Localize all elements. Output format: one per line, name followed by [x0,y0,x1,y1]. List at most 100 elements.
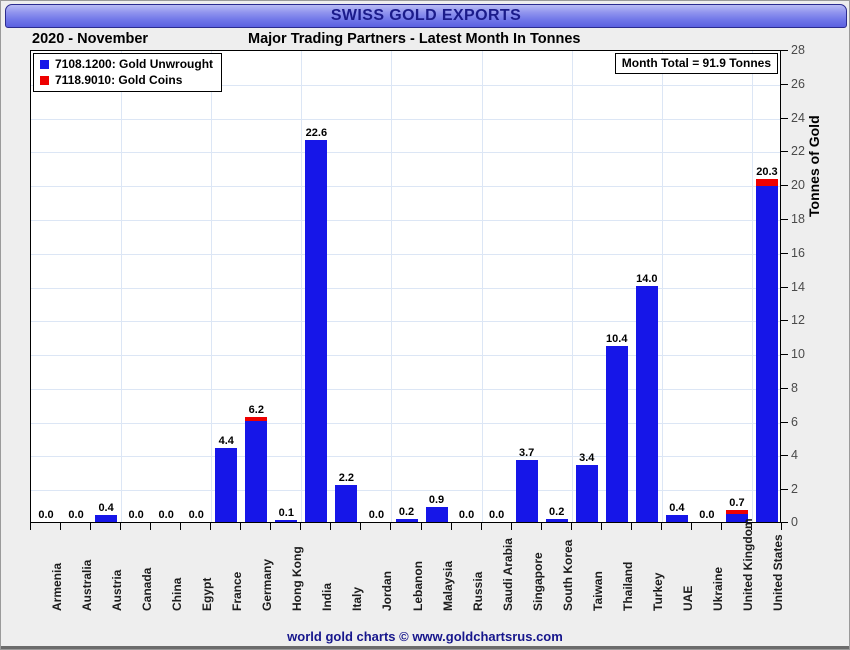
bar-stack [755,179,778,522]
x-axis-tick-label: Germany [260,558,275,611]
bar-segment-gold-unwrought [545,518,568,522]
bar-group[interactable]: 0.0 [65,509,87,522]
bar-group[interactable]: 0.0 [35,509,57,522]
bar-group[interactable]: 0.4 [95,502,118,522]
bar-group[interactable]: 0.0 [365,509,387,522]
gridline-horizontal [31,490,780,492]
bar-stack [245,417,268,522]
x-axis-tick [721,523,722,530]
bar-group[interactable]: 4.4 [215,435,238,522]
gridline-horizontal [31,422,780,424]
gridline-vertical [572,51,573,522]
x-axis-tick [781,523,782,530]
x-axis-tick-label: South Korea [560,539,575,611]
bar-value-label: 0.7 [729,497,745,510]
bar-value-label: 0.2 [549,505,565,518]
bar-value-label: 22.6 [305,127,328,140]
bar-value-label: 3.4 [579,451,595,464]
gridline-vertical [391,51,392,522]
bar-group[interactable]: 0.9 [425,493,448,522]
bar-stack [425,506,448,522]
bar-group[interactable]: 22.6 [305,127,328,522]
bar-group[interactable]: 0.0 [696,509,718,522]
chart-subtitle: Major Trading Partners - Latest Month In… [248,31,581,47]
bar-stack [545,518,568,522]
bar-group[interactable]: 3.7 [515,447,538,522]
bar-value-label: 0.9 [428,493,445,506]
bar-group[interactable]: 0.2 [395,505,418,522]
gridline-horizontal [31,287,780,289]
gridline-horizontal [31,84,780,86]
bar-group[interactable]: 0.0 [125,509,147,522]
y-axis-tick-label: 26 [791,76,805,91]
x-axis-tick [421,523,422,530]
x-axis-tick-label: Italy [350,586,365,611]
bar-value-label: 0.4 [98,502,114,515]
gridline-vertical [301,51,302,522]
gridline-horizontal [31,456,780,458]
bar-segment-gold-coins [725,510,748,514]
bar-group[interactable]: 0.2 [545,505,568,522]
legend-swatch-coins-icon [40,75,49,85]
bar-stack [725,510,748,522]
plot-area: 0.0 0.0 0.4 0.0 0.0 0.0 4.4 6.2 0.1 22.6 2.2 0.0 0.2… [30,50,781,523]
bottom-rule [1,646,849,649]
bar-value-label: 0.0 [368,509,385,521]
gridline-horizontal [31,219,780,221]
bar-group[interactable]: 0.0 [155,509,177,522]
bar-value-label: 6.2 [248,404,264,417]
x-axis-tick [631,523,632,530]
y-axis-tick [781,218,788,220]
legend-label-unwrought: 7108.1200: Gold Unwrought [55,57,214,71]
x-axis-tick [601,523,602,530]
x-axis-tick [390,523,391,530]
bar-stack [395,518,418,522]
x-axis-tick [541,523,542,530]
bar-segment-gold-unwrought [305,140,328,522]
x-axis-tick-label: Russia [470,571,485,611]
y-axis-tick [781,455,788,457]
bar-stack [515,459,538,522]
bar-group[interactable]: 0.0 [486,509,508,522]
x-axis-tick-label: India [320,582,335,611]
bar-value-label: 0.2 [398,505,415,518]
bar-stack [305,140,328,522]
x-axis-tick-label: Saudi Arabia [500,538,515,611]
y-axis-tick [781,185,788,187]
bar-group[interactable]: 2.2 [335,471,358,522]
bar-stack [215,447,238,522]
y-axis-tick-label: 4 [791,448,798,463]
gridlines [31,51,780,522]
x-axis-tick-label: Canada [140,567,155,611]
y-axis-tick-label: 16 [791,245,805,260]
bar-group[interactable]: 20.3 [755,166,778,522]
bar-group[interactable]: 10.4 [605,333,628,522]
y-axis-tick [781,320,788,322]
legend-item-unwrought: 7108.1200: Gold Unwrought [38,56,213,72]
y-axis-tick [781,522,788,523]
y-axis-tick [781,387,788,389]
bar-group[interactable]: 0.0 [456,509,478,522]
y-axis-tick [781,286,788,288]
x-axis-tick-label: Thailand [620,561,635,611]
bar-value-label: 2.2 [338,471,355,484]
bar-group[interactable]: 3.4 [575,451,598,522]
y-axis-tick-label: 18 [791,211,805,226]
y-axis-tick-label: 6 [791,414,798,429]
bar-value-label: 0.1 [278,507,294,520]
bar-group[interactable]: 0.0 [185,509,207,522]
x-axis-tick [210,523,211,530]
bar-segment-gold-unwrought [95,515,118,522]
bar-group[interactable]: 14.0 [635,273,658,522]
gridline-vertical [662,51,663,522]
gridline-vertical [752,51,753,522]
bar-group[interactable]: 0.7 [725,497,748,522]
bar-group[interactable]: 0.1 [275,507,298,522]
x-axis-tick [481,523,482,530]
x-axis-tick [661,523,662,530]
y-axis-tick-label: 8 [791,380,798,395]
legend-label-coins: 7118.9010: Gold Coins [55,73,183,87]
bar-group[interactable]: 0.4 [665,502,688,522]
bar-group[interactable]: 6.2 [245,404,268,522]
y-axis-tick [781,50,788,51]
